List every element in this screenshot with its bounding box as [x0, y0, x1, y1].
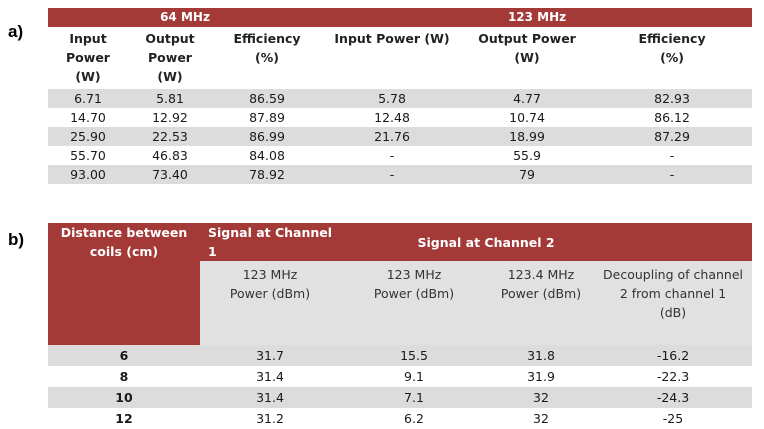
group-header-123mhz: 123 MHz [322, 8, 753, 27]
table-cell: 86.99 [212, 127, 323, 146]
table-cell: 22.53 [128, 127, 212, 146]
table-row: 6.71 5.81 86.59 5.78 4.77 82.93 [48, 89, 753, 108]
table-cell: - [322, 165, 463, 184]
distance-cell: 12 [115, 411, 133, 426]
table-row: 12 31.2 6.2 32 -25 [48, 408, 752, 429]
table-a-group-header-row: 64 MHz 123 MHz [48, 8, 753, 27]
table-row: 93.00 73.40 78.92-79- [48, 165, 753, 184]
col-header-output-power-123: Output Power (W) [478, 31, 576, 65]
table-cell: - [669, 148, 675, 163]
table-cell: -24.3 [594, 387, 753, 408]
table-cell: 32 [533, 411, 549, 426]
table-cell: 31.2 [256, 411, 284, 426]
table-cell: 31.8 [488, 345, 594, 366]
table-cell: 12.48 [374, 110, 410, 125]
group-header-channel-2: Signal at Channel 2 [340, 223, 753, 261]
panel-b-label: b) [8, 230, 25, 249]
table-cell: 6.71 [48, 89, 128, 108]
table-cell: 87.89 [249, 110, 285, 125]
table-cell: -22.3 [656, 369, 690, 384]
table-cell: -16.2 [594, 345, 753, 366]
table-cell: 31.7 [200, 345, 340, 366]
group-header-channel-1: Signal at Channel 1 [200, 223, 340, 261]
table-cell: 25.90 [48, 127, 128, 146]
table-cell: 46.83 [152, 148, 188, 163]
table-row: 8 31.4 9.1 31.9 -22.3 [48, 366, 752, 387]
table-cell: - [592, 165, 753, 184]
table-row: 55.70 46.83 84.08 - 55.9 - [48, 146, 752, 165]
panel-a-label: a) [8, 22, 24, 41]
table-row: 6 31.7 15.5 31.8 -16.2 [48, 345, 753, 366]
table-cell: 93.00 [48, 165, 128, 184]
table-cell: - [389, 148, 395, 163]
table-row: 14.70 12.92 87.89 12.48 10.74 86.12 [48, 108, 752, 127]
distance-cell: 10 [48, 387, 200, 408]
table-cell: 79 [462, 165, 593, 184]
col-header-input-power-123: Input Power (W) [334, 31, 450, 46]
distance-cell: 8 [119, 369, 129, 384]
table-cell: 55.9 [513, 148, 541, 163]
table-cell: 6.2 [404, 411, 424, 426]
table-cell: 82.93 [592, 89, 753, 108]
group-header-64mhz: 64 MHz [48, 8, 323, 27]
col-header-decoupling: Decoupling of channel 2 from channel 1 (dB… [594, 261, 753, 345]
table-cell: -25 [662, 411, 684, 426]
col-header-efficiency-123: Efficiency (%) [638, 31, 706, 65]
table-cell: 4.77 [462, 89, 593, 108]
table-cell: 9.1 [404, 369, 424, 384]
table-cell: 31.9 [527, 369, 555, 384]
col-header-output-power-64: Output Power (W) [145, 31, 195, 84]
table-cell: 87.29 [592, 127, 753, 146]
col-header-ch2-123-4mhz: 123.4 MHz Power (dBm) [488, 261, 594, 345]
table-cell: 7.1 [340, 387, 488, 408]
table-cell: 78.92 [212, 165, 323, 184]
col-header-input-power-64: Input Power (W) [66, 31, 110, 84]
col-header-efficiency-64: Efficiency (%) [233, 31, 301, 65]
table-cell: 86.12 [654, 110, 690, 125]
table-cell: 73.40 [128, 165, 212, 184]
table-cell: 31.4 [256, 369, 284, 384]
table-cell: 10.74 [509, 110, 545, 125]
table-cell: 31.4 [200, 387, 340, 408]
col-header-ch1-123mhz: 123 MHz Power (dBm) [200, 261, 340, 345]
table-a-column-header-row: Input Power (W) Output Power (W) Efficiency(… [48, 27, 752, 89]
table-b-group-header-row: Distance between coils (cm) Signal at Cha… [48, 223, 753, 345]
table-cell: 5.78 [322, 89, 463, 108]
col-header-distance: Distance between coils (cm) [48, 223, 200, 345]
col-header-ch2-123mhz: 123 MHz Power (dBm) [340, 261, 488, 345]
distance-cell: 6 [48, 345, 200, 366]
table-cell: 21.76 [322, 127, 463, 146]
table-cell: 86.59 [212, 89, 323, 108]
table-row: 10 31.4 7.1 32 -24.3 [48, 387, 753, 408]
table-cell: 84.08 [249, 148, 285, 163]
efficiency-table: 64 MHz 123 MHz Input Power (W) Output Power… [48, 8, 753, 184]
table-b-column-header-row: 123 MHz Power (dBm) 123 MHz Power (dBm) 12… [48, 261, 753, 345]
table-cell: 55.70 [70, 148, 106, 163]
table-cell: 18.99 [462, 127, 593, 146]
table-cell: 14.70 [70, 110, 106, 125]
table-cell: 12.92 [152, 110, 188, 125]
table-row: 25.90 22.53 86.99 21.76 18.99 87.29 [48, 127, 753, 146]
table-cell: 32 [488, 387, 594, 408]
table-cell: 15.5 [340, 345, 488, 366]
decoupling-table: Distance between coils (cm) Signal at Cha… [48, 223, 753, 429]
table-cell: 5.81 [128, 89, 212, 108]
